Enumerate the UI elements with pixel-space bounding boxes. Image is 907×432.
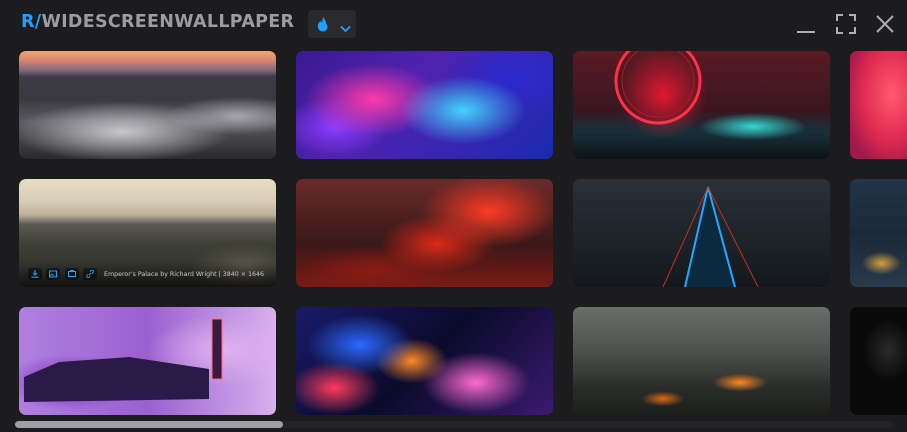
ferris-wheel-graphic <box>614 51 702 125</box>
thumbnail-overlay: Emperor's Palace by Richard Wright | 384… <box>19 261 276 287</box>
fullscreen-icon[interactable] <box>836 14 856 39</box>
page-title: R/WIDESCREENWALLPAPER <box>21 12 294 32</box>
wallpaper-thumbnail[interactable]: Emperor's Palace by Richard Wright | 384… <box>19 179 276 287</box>
wallpaper-thumbnail[interactable] <box>573 51 830 159</box>
car-graphic <box>24 318 223 402</box>
minimize-icon[interactable] <box>796 14 816 39</box>
wallpaper-thumbnail[interactable] <box>296 307 553 415</box>
wallpaper-thumbnail[interactable] <box>850 179 907 287</box>
sort-dropdown[interactable] <box>308 10 356 38</box>
wallpaper-thumbnail[interactable] <box>19 51 276 159</box>
title-prefix: R/ <box>21 12 42 32</box>
wallpaper-thumbnail[interactable] <box>573 179 830 287</box>
link-icon[interactable] <box>83 268 97 280</box>
close-icon[interactable] <box>875 14 895 39</box>
download-icon[interactable] <box>28 268 42 280</box>
wallpaper-thumbnail[interactable] <box>850 307 907 415</box>
horizontal-scrollbar[interactable] <box>15 421 893 428</box>
flame-icon <box>314 15 332 38</box>
image-icon[interactable] <box>46 268 60 280</box>
gallery-icon[interactable] <box>65 268 79 280</box>
wallpaper-thumbnail[interactable] <box>296 51 553 159</box>
wallpaper-caption: Emperor's Palace by Richard Wright | 384… <box>104 271 265 278</box>
wallpaper-thumbnail[interactable] <box>850 51 907 159</box>
chevron-down-icon <box>340 20 351 38</box>
glowing-track-graphic <box>662 186 759 287</box>
wallpaper-thumbnail[interactable] <box>573 307 830 415</box>
subreddit-name: WIDESCREENWALLPAPER <box>41 12 295 32</box>
title-bar: R/WIDESCREENWALLPAPER <box>0 0 907 48</box>
scrollbar-thumb[interactable] <box>15 421 283 428</box>
wallpaper-thumbnail[interactable] <box>296 179 553 287</box>
wallpaper-thumbnail[interactable] <box>19 307 276 415</box>
